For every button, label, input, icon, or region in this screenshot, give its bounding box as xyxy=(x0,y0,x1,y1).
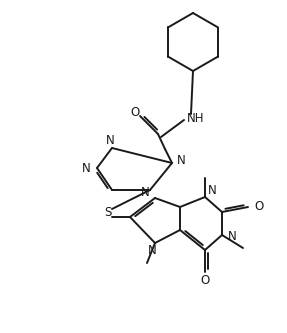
Text: N: N xyxy=(82,162,91,174)
Text: N: N xyxy=(106,135,115,148)
Text: N: N xyxy=(208,184,217,197)
Text: O: O xyxy=(130,106,139,119)
Text: NH: NH xyxy=(187,112,205,125)
Text: N: N xyxy=(141,186,150,199)
Text: N: N xyxy=(148,243,156,256)
Text: O: O xyxy=(200,273,210,286)
Text: N: N xyxy=(228,230,237,243)
Text: N: N xyxy=(177,155,186,167)
Text: O: O xyxy=(254,200,263,213)
Text: S: S xyxy=(104,206,112,219)
